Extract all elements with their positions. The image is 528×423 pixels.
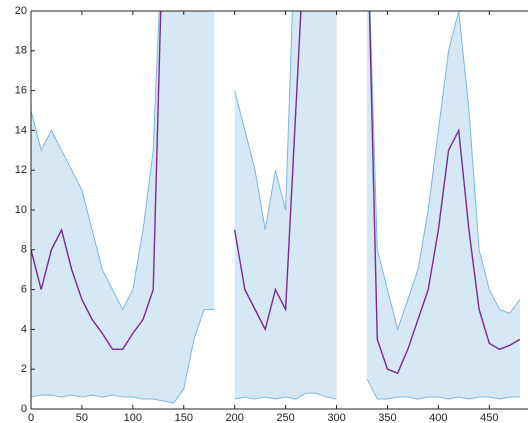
y-tick-label: 8	[21, 244, 27, 256]
band-area	[234, 11, 337, 400]
plot-area	[31, 11, 521, 404]
y-tick-label: 0	[21, 403, 27, 415]
y-tick-label: 16	[15, 85, 27, 97]
y-tick-label: 12	[15, 164, 27, 176]
x-tick-label: 0	[28, 412, 34, 423]
y-tick-label: 4	[21, 323, 27, 335]
y-tick-label: 6	[21, 284, 27, 296]
x-tick-label: 100	[124, 412, 142, 423]
x-tick-label: 200	[226, 412, 244, 423]
y-tick-label: 14	[15, 124, 27, 136]
band-area	[31, 11, 215, 404]
series-line	[31, 11, 521, 332]
x-tick-label: 150	[175, 412, 193, 423]
x-tick-label: 250	[276, 412, 294, 423]
x-tick-label: 300	[327, 412, 345, 423]
x-tick-label: 400	[429, 412, 447, 423]
y-tick-label: 20	[15, 5, 27, 17]
x-tick-label: 350	[378, 412, 396, 423]
x-tick-label: 50	[76, 412, 88, 423]
y-tick-label: 2	[21, 363, 27, 375]
y-tick-label: 18	[15, 45, 27, 57]
band-area	[367, 11, 520, 400]
series-line	[31, 309, 520, 404]
y-tick-label: 10	[15, 204, 27, 216]
series-line	[31, 11, 521, 375]
x-tick-label: 450	[480, 412, 498, 423]
